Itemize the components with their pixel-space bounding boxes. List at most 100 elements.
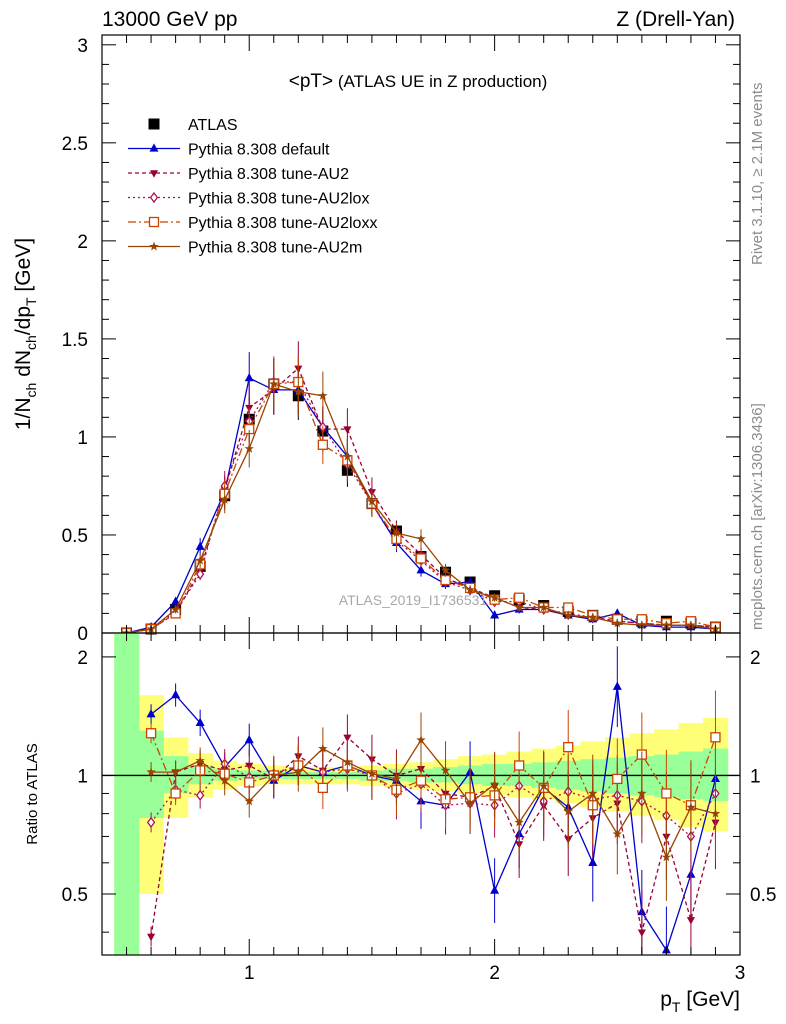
ratio-point-pythia-8-308-default xyxy=(195,717,205,727)
ratio-point-pythia-8-308-tune-au2 xyxy=(343,734,352,743)
ratio-line-pythia-8-308-tune-au2 xyxy=(150,736,717,937)
legend-item-pythia-8-308-tune-au2loxx: Pythia 8.308 tune-AU2loxx xyxy=(128,215,377,232)
legend-item-pythia-8-308-default: Pythia 8.308 default xyxy=(128,142,330,159)
ratio-point-pythia-8-308-default xyxy=(612,681,622,690)
main-y-tick-label: 1 xyxy=(77,428,88,449)
ratio-point-pythia-8-308-tune-au2m xyxy=(195,755,205,765)
data-point-pythia-8-308-tune-au2m xyxy=(465,584,475,594)
ratio-point-pythia-8-308-tune-au2 xyxy=(686,917,695,925)
ratio-y-tick-label: 0.5 xyxy=(62,885,88,906)
data-point-pythia-8-308-tune-au2loxx xyxy=(514,592,525,603)
data-point-pythia-8-308-tune-au2m xyxy=(195,555,205,565)
legend-label-pythia-8-308-tune-au2loxx: Pythia 8.308 tune-AU2loxx xyxy=(188,215,377,232)
data-point-pythia-8-308-tune-au2m xyxy=(440,565,451,575)
ratio-point-pythia-8-308-tune-au2lox xyxy=(146,816,156,828)
ratio-plot-axes: 1 2 3 0.5 0.5 1 1 2 2 xyxy=(62,633,776,984)
x-tick-label: 3 xyxy=(735,963,746,984)
header-left-label: 13000 GeV pp xyxy=(102,8,237,31)
ratio-line-pythia-8-308-tune-au2m xyxy=(151,738,716,859)
ratio-point-pythia-8-308-tune-au2m xyxy=(416,735,426,745)
ratio-point-pythia-8-308-tune-au2loxx xyxy=(563,741,574,753)
ratio-point-pythia-8-308-tune-au2m xyxy=(269,770,279,780)
ratio-point-pythia-8-308-tune-au2m xyxy=(146,767,156,777)
ratio-point-pythia-8-308-tune-au2m xyxy=(244,796,254,806)
mcplots-label: mcplots.cern.ch [arXiv:1306.3436] xyxy=(749,403,766,630)
data-point-pythia-8-308-tune-au2loxx xyxy=(317,439,328,450)
x-axis-label: pT [GeV] xyxy=(660,988,740,1015)
ratio-point-pythia-8-308-tune-au2loxx xyxy=(415,775,427,786)
legend-marker-pythia-8-308-default xyxy=(149,143,159,152)
legend-marker-atlas xyxy=(148,118,160,130)
ratio-point-pythia-8-308-tune-au2m xyxy=(170,767,181,777)
ratio-point-pythia-8-308-tune-au2m xyxy=(612,829,622,838)
ratio-point-pythia-8-308-tune-au2loxx xyxy=(317,782,328,794)
main-y-axis-label: 1/Nch dNch/dpT [GeV] xyxy=(12,238,39,430)
ratio-point-pythia-8-308-default xyxy=(490,885,500,894)
ratio-point-pythia-8-308-tune-au2loxx xyxy=(145,728,157,739)
ratio-point-pythia-8-308-tune-au2m xyxy=(514,817,524,827)
data-point-pythia-8-308-tune-au2 xyxy=(343,426,352,434)
data-point-pythia-8-308-tune-au2m xyxy=(588,612,598,622)
ratio-point-pythia-8-308-tune-au2 xyxy=(637,929,646,937)
ratio-point-pythia-8-308-tune-au2loxx xyxy=(710,732,721,743)
main-y-tick-label: 2 xyxy=(77,232,88,253)
main-y-tick-label: 2.5 xyxy=(62,134,88,155)
data-point-pythia-8-308-tune-au2m xyxy=(244,443,254,453)
ratio-point-pythia-8-308-tune-au2m xyxy=(342,757,353,767)
data-point-pythia-8-308-default xyxy=(195,541,205,550)
ratio-point-pythia-8-308-tune-au2loxx xyxy=(612,773,623,785)
data-point-pythia-8-308-tune-au2m xyxy=(342,451,353,461)
ratio-point-pythia-8-308-tune-au2 xyxy=(147,933,156,942)
ratio-point-pythia-8-308-default xyxy=(244,734,254,744)
data-point-pythia-8-308-default xyxy=(244,372,254,382)
legend-label-pythia-8-308-tune-au2: Pythia 8.308 tune-AU2 xyxy=(188,166,349,183)
ratio-point-pythia-8-308-default xyxy=(171,689,181,699)
ratio-point-pythia-8-308-tune-au2lox xyxy=(195,789,205,801)
data-point-pythia-8-308-tune-au2m xyxy=(318,390,328,400)
plot-title-sub: (ATLAS UE in Z production) xyxy=(333,72,547,91)
main-y-tick-label: 0 xyxy=(77,624,88,645)
data-point-pythia-8-308-tune-au2loxx xyxy=(440,574,451,586)
data-point-pythia-8-308-default xyxy=(490,610,500,619)
data-point-pythia-8-308-tune-au2m xyxy=(661,620,672,630)
legend-item-pythia-8-308-tune-au2lox: Pythia 8.308 tune-AU2lox xyxy=(128,191,369,208)
ratio-plot-data xyxy=(102,633,740,955)
data-point-pythia-8-308-default xyxy=(171,596,181,605)
main-y-tick-label: 3 xyxy=(77,36,88,57)
plot-title-main: <pT> xyxy=(289,71,333,92)
data-point-pythia-8-308-tune-au2m xyxy=(269,379,279,388)
data-point-pythia-8-308-tune-au2m xyxy=(416,533,426,543)
ratio-point-pythia-8-308-tune-au2loxx xyxy=(170,788,181,799)
ratio-point-pythia-8-308-tune-au2m xyxy=(440,765,451,775)
legend-label-pythia-8-308-tune-au2lox: Pythia 8.308 tune-AU2lox xyxy=(188,191,369,208)
data-point-pythia-8-308-tune-au2m xyxy=(170,604,181,614)
ratio-point-pythia-8-308-tune-au2loxx xyxy=(661,788,672,799)
x-tick-label: 1 xyxy=(244,963,255,984)
data-point-pythia-8-308-tune-au2m xyxy=(293,386,303,396)
ratio-point-pythia-8-308-tune-au2m xyxy=(465,798,475,808)
ratio-line-pythia-8-308-default xyxy=(150,686,717,952)
ratio-point-pythia-8-308-tune-au2m xyxy=(220,775,230,785)
ratio-point-pythia-8-308-tune-au2m xyxy=(661,852,672,862)
main-plot: 0 0.5 1 1.5 2 2.5 3 <pT> (ATLAS UE in Z produc… xyxy=(12,34,741,645)
ratio-y-tick-label-right: 0.5 xyxy=(750,885,776,906)
ratio-point-pythia-8-308-tune-au2m xyxy=(318,743,328,753)
ratio-plot: 1 2 3 0.5 0.5 1 1 2 2 Ratio to ATLAS pT [GeV] xyxy=(24,632,776,1015)
data-point-pythia-8-308-tune-au2m xyxy=(391,528,402,537)
data-point-pythia-8-308-tune-au2m xyxy=(220,494,230,504)
data-point-pythia-8-308-tune-au2m xyxy=(686,620,696,630)
data-point-pythia-8-308-tune-au2lox xyxy=(195,568,205,580)
data-point-pythia-8-308-tune-au2m xyxy=(539,602,549,612)
legend-item-atlas: ATLAS xyxy=(148,117,238,134)
ratio-point-pythia-8-308-tune-au2m xyxy=(293,767,303,777)
main-y-tick-label: 0.5 xyxy=(62,526,88,547)
ratio-point-pythia-8-308-tune-au2m xyxy=(686,802,696,812)
legend-item-pythia-8-308-tune-au2: Pythia 8.308 tune-AU2 xyxy=(128,166,349,183)
legend-marker-pythia-8-308-tune-au2loxx xyxy=(148,216,160,228)
legend-marker-pythia-8-308-tune-au2m xyxy=(149,241,159,251)
main-plot-axes: 0 0.5 1 1.5 2 2.5 3 xyxy=(62,35,740,645)
legend: ATLAS Pythia 8.308 default Pythia 8.308 tu… xyxy=(128,117,377,257)
ratio-y-tick-label-right: 2 xyxy=(750,648,761,669)
ratio-band-stat xyxy=(114,633,140,955)
